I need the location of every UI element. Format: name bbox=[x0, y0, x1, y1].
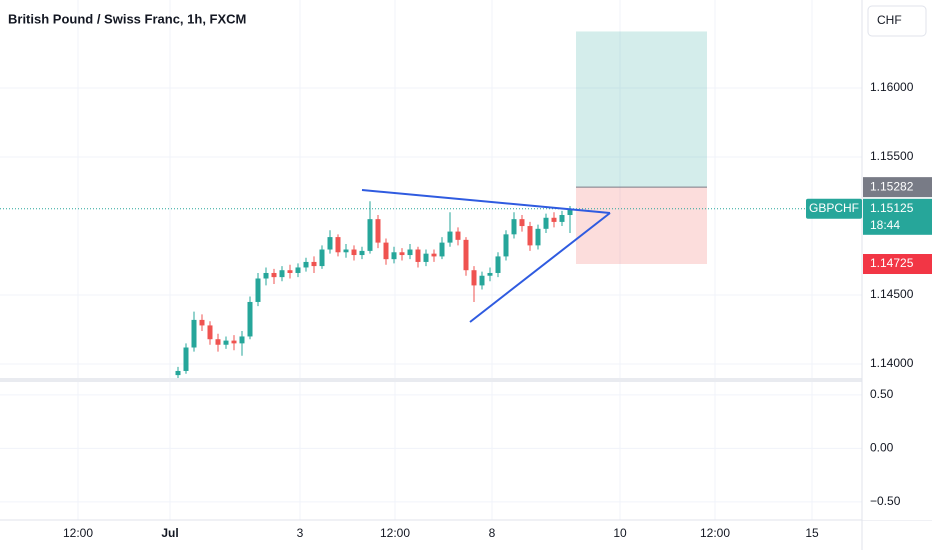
candle-body bbox=[487, 272, 493, 276]
candle-body bbox=[271, 272, 277, 278]
y-tick-label: 1.16000 bbox=[870, 80, 914, 94]
take-profit-zone bbox=[576, 31, 707, 188]
candle-body bbox=[479, 275, 485, 286]
grid bbox=[0, 0, 862, 520]
x-tick-label: 12:00 bbox=[63, 526, 93, 540]
candle-body bbox=[207, 325, 213, 340]
candle-body bbox=[175, 370, 181, 376]
candle-body bbox=[391, 252, 397, 260]
candle-body bbox=[335, 237, 341, 253]
candle-body bbox=[375, 219, 381, 243]
x-tick-label: 10 bbox=[613, 526, 627, 540]
indicator-tick-label: 0.00 bbox=[870, 440, 894, 454]
candle-body bbox=[311, 261, 317, 267]
last-price-label: 1.15125 bbox=[870, 201, 914, 215]
candle-body bbox=[471, 270, 477, 286]
x-tick-label: 8 bbox=[489, 526, 496, 540]
candle-body bbox=[255, 278, 261, 302]
trendline-upper bbox=[361, 189, 611, 214]
candle-body bbox=[343, 249, 349, 253]
currency-button[interactable] bbox=[867, 5, 927, 37]
candle-body bbox=[415, 249, 421, 262]
candle-body bbox=[431, 253, 437, 257]
candle-body bbox=[519, 219, 525, 227]
y-tick-label: 1.14000 bbox=[870, 356, 914, 370]
candle-body bbox=[215, 339, 221, 345]
candle-body bbox=[399, 252, 405, 256]
entry-price-label: 1.15282 bbox=[870, 179, 914, 193]
candle-body bbox=[463, 239, 469, 271]
chart-title: British Pound / Swiss Franc, 1h, FXCM bbox=[8, 11, 246, 26]
candle-body bbox=[295, 267, 301, 273]
y-tick-label: 1.15500 bbox=[870, 149, 914, 163]
candle-body bbox=[303, 261, 309, 268]
y-tick-label: 1.14500 bbox=[870, 287, 914, 301]
candle-body bbox=[439, 242, 445, 257]
countdown-label: 18:44 bbox=[870, 218, 900, 232]
candle-body bbox=[223, 340, 229, 345]
candle-body bbox=[511, 219, 517, 235]
candle-body bbox=[239, 336, 245, 344]
candle-body bbox=[199, 319, 205, 326]
x-tick-label: 12:00 bbox=[700, 526, 730, 540]
candle-body bbox=[551, 217, 557, 222]
candle-body bbox=[319, 249, 325, 267]
candle-body bbox=[423, 253, 429, 262]
candle-body bbox=[527, 226, 533, 246]
candle-body bbox=[263, 272, 269, 279]
candle-body bbox=[359, 250, 365, 256]
stop-price-label: 1.14725 bbox=[870, 256, 914, 270]
indicator-tick-label: −0.50 bbox=[870, 494, 901, 508]
candle-body bbox=[495, 256, 501, 273]
candle-body bbox=[543, 217, 549, 229]
candle-body bbox=[367, 219, 373, 251]
candle-body bbox=[191, 319, 197, 348]
candle-body bbox=[535, 228, 541, 246]
candle-body bbox=[247, 301, 253, 337]
pane-separator bbox=[0, 378, 862, 382]
last-price-box bbox=[863, 198, 932, 235]
candle-body bbox=[455, 231, 461, 240]
candle-body bbox=[567, 208, 573, 216]
x-tick-label: 3 bbox=[297, 526, 304, 540]
currency[interactable]: CHF bbox=[877, 13, 902, 27]
candle-body bbox=[383, 242, 389, 260]
x-tick-label: Jul bbox=[161, 526, 178, 540]
candle-body bbox=[351, 249, 357, 256]
stop-price-box bbox=[863, 254, 932, 275]
symbol-label: GBPCHF bbox=[809, 201, 859, 215]
candle-body bbox=[279, 270, 285, 278]
candle-body bbox=[503, 234, 509, 257]
candle-body bbox=[447, 231, 453, 243]
entry-price-box bbox=[863, 177, 932, 198]
indicator-tick-label: 0.50 bbox=[870, 387, 894, 401]
candle-body bbox=[407, 249, 413, 256]
axes: 12:00 Jul 3 12:00 8 10 12:00 15 1.14000 1.14500 1.… bbox=[63, 80, 932, 540]
candle-body bbox=[183, 347, 189, 371]
candle-body bbox=[287, 270, 293, 273]
candle-body bbox=[231, 340, 237, 344]
plot-area bbox=[0, 31, 862, 380]
candle-body bbox=[327, 237, 333, 250]
x-tick-label: 15 bbox=[805, 526, 819, 540]
symbol-box bbox=[806, 198, 862, 219]
candle-body bbox=[559, 215, 565, 222]
trendline-lower bbox=[469, 212, 611, 323]
x-tick-label: 12:00 bbox=[380, 526, 410, 540]
stop-loss-zone bbox=[576, 187, 707, 265]
